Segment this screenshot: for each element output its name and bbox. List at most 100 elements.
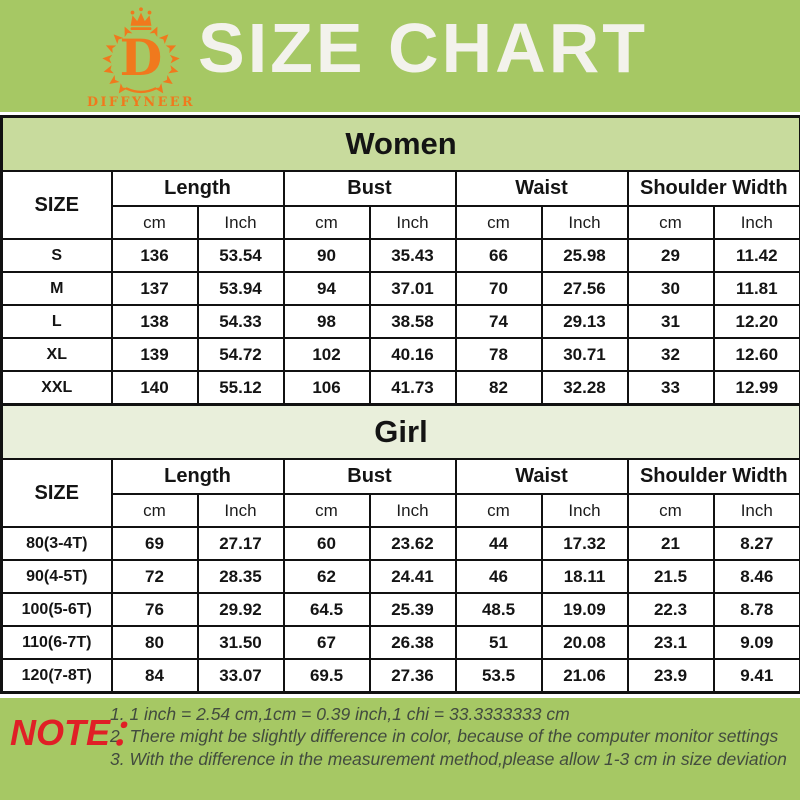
size-cell: L bbox=[0, 304, 113, 339]
column-group-bust: Bust bbox=[282, 458, 457, 495]
value-cell: 78 bbox=[454, 337, 543, 372]
table-row: cm Inch cm Inch cm Inch cm Inch bbox=[2, 493, 800, 528]
value-cell: 138 bbox=[110, 304, 199, 339]
note-section: NOTE： 1. 1 inch = 2.54 cm,1cm = 0.39 inc… bbox=[0, 698, 800, 800]
table-row: 90(4-5T) 72 28.35 62 24.41 46 18.11 21.5… bbox=[0, 559, 800, 594]
note-items: 1. 1 inch = 2.54 cm,1cm = 0.39 inch,1 ch… bbox=[110, 704, 788, 770]
unit-header-inch: Inch bbox=[196, 493, 285, 528]
value-cell: 62 bbox=[282, 559, 371, 594]
size-column-header: SIZE bbox=[0, 170, 113, 240]
value-cell: 12.20 bbox=[712, 304, 800, 339]
size-cell: 80(3-4T) bbox=[0, 526, 113, 561]
unit-header-cm: cm bbox=[110, 493, 199, 528]
unit-header-inch: Inch bbox=[368, 493, 457, 528]
value-cell: 21 bbox=[626, 526, 715, 561]
value-cell: 44 bbox=[454, 526, 543, 561]
value-cell: 30.71 bbox=[540, 337, 629, 372]
value-cell: 29 bbox=[626, 238, 715, 273]
column-group-length: Length bbox=[110, 458, 285, 495]
note-item: 3. With the difference in the measuremen… bbox=[110, 748, 787, 769]
value-cell: 69 bbox=[110, 526, 199, 561]
value-cell: 9.41 bbox=[712, 658, 800, 694]
value-cell: 136 bbox=[110, 238, 199, 273]
value-cell: 22.3 bbox=[626, 592, 715, 627]
note-item: 1. 1 inch = 2.54 cm,1cm = 0.39 inch,1 ch… bbox=[110, 704, 570, 724]
value-cell: 9.09 bbox=[712, 625, 800, 660]
table-row: SIZE Length Bust Waist Shoulder Width bbox=[0, 458, 800, 528]
table-row: XL 139 54.72 102 40.16 78 30.71 32 12.60 bbox=[0, 337, 800, 372]
value-cell: 8.78 bbox=[712, 592, 800, 627]
value-cell: 19.09 bbox=[540, 592, 629, 627]
value-cell: 76 bbox=[110, 592, 199, 627]
brand-monogram: D bbox=[120, 29, 163, 87]
value-cell: 46 bbox=[454, 559, 543, 594]
value-cell: 35.43 bbox=[368, 238, 457, 273]
table-row: S 136 53.54 90 35.43 66 25.98 29 11.42 bbox=[0, 238, 800, 273]
value-cell: 27.17 bbox=[196, 526, 285, 561]
value-cell: 21.5 bbox=[626, 559, 715, 594]
value-cell: 11.42 bbox=[712, 238, 800, 273]
value-cell: 69.5 bbox=[282, 658, 371, 694]
value-cell: 40.16 bbox=[368, 337, 457, 372]
table-row: 110(6-7T) 80 31.50 67 26.38 51 20.08 23.… bbox=[0, 625, 800, 660]
value-cell: 82 bbox=[454, 370, 543, 406]
value-cell: 66 bbox=[454, 238, 543, 273]
value-cell: 11.81 bbox=[712, 271, 800, 306]
value-cell: 31 bbox=[626, 304, 715, 339]
unit-header-cm: cm bbox=[110, 205, 199, 240]
value-cell: 23.1 bbox=[626, 625, 715, 660]
women-size-table: Women SIZE Length Bust Waist Shoulder Wi… bbox=[0, 115, 800, 406]
value-cell: 32 bbox=[626, 337, 715, 372]
ribbon-icon bbox=[125, 87, 157, 94]
unit-header-inch: Inch bbox=[368, 205, 457, 240]
size-column-header: SIZE bbox=[0, 458, 113, 528]
value-cell: 53.94 bbox=[196, 271, 285, 306]
value-cell: 28.35 bbox=[196, 559, 285, 594]
value-cell: 38.58 bbox=[368, 304, 457, 339]
brand-logo: D DIFFYNEER bbox=[87, 7, 193, 109]
table-row: 100(5-6T) 76 29.92 64.5 25.39 48.5 19.09… bbox=[0, 592, 800, 627]
value-cell: 33 bbox=[626, 370, 715, 406]
size-cell: 120(7-8T) bbox=[0, 658, 113, 694]
value-cell: 8.27 bbox=[712, 526, 800, 561]
unit-header-inch: Inch bbox=[712, 205, 800, 240]
unit-header-inch: Inch bbox=[196, 205, 285, 240]
value-cell: 70 bbox=[454, 271, 543, 306]
size-cell: M bbox=[0, 271, 113, 306]
value-cell: 48.5 bbox=[454, 592, 543, 627]
value-cell: 94 bbox=[282, 271, 371, 306]
unit-header-cm: cm bbox=[454, 493, 543, 528]
unit-header-cm: cm bbox=[454, 205, 543, 240]
value-cell: 37.01 bbox=[368, 271, 457, 306]
value-cell: 74 bbox=[454, 304, 543, 339]
size-cell: 90(4-5T) bbox=[0, 559, 113, 594]
column-group-shoulder-width: Shoulder Width bbox=[626, 170, 800, 207]
value-cell: 32.28 bbox=[540, 370, 629, 406]
value-cell: 80 bbox=[110, 625, 199, 660]
value-cell: 60 bbox=[282, 526, 371, 561]
value-cell: 8.46 bbox=[712, 559, 800, 594]
value-cell: 25.39 bbox=[368, 592, 457, 627]
table-row: Girl bbox=[0, 403, 800, 460]
value-cell: 55.12 bbox=[196, 370, 285, 406]
unit-header-cm: cm bbox=[626, 493, 715, 528]
value-cell: 84 bbox=[110, 658, 199, 694]
girl-size-table: Girl SIZE Length Bust Waist Shoulder Wid… bbox=[0, 403, 800, 694]
value-cell: 140 bbox=[110, 370, 199, 406]
table-row: 120(7-8T) 84 33.07 69.5 27.36 53.5 21.06… bbox=[0, 658, 800, 694]
table-row: cm Inch cm Inch cm Inch cm Inch bbox=[2, 205, 800, 240]
table-row: Women bbox=[0, 115, 800, 172]
unit-header-inch: Inch bbox=[540, 493, 629, 528]
value-cell: 90 bbox=[282, 238, 371, 273]
value-cell: 33.07 bbox=[196, 658, 285, 694]
value-cell: 30 bbox=[626, 271, 715, 306]
value-cell: 98 bbox=[282, 304, 371, 339]
value-cell: 20.08 bbox=[540, 625, 629, 660]
column-group-shoulder-width: Shoulder Width bbox=[626, 458, 800, 495]
size-cell: XXL bbox=[0, 370, 113, 406]
section-title-women: Women bbox=[0, 115, 800, 172]
table-row: 80(3-4T) 69 27.17 60 23.62 44 17.32 21 8… bbox=[0, 526, 800, 561]
value-cell: 54.72 bbox=[196, 337, 285, 372]
value-cell: 53.54 bbox=[196, 238, 285, 273]
value-cell: 23.62 bbox=[368, 526, 457, 561]
